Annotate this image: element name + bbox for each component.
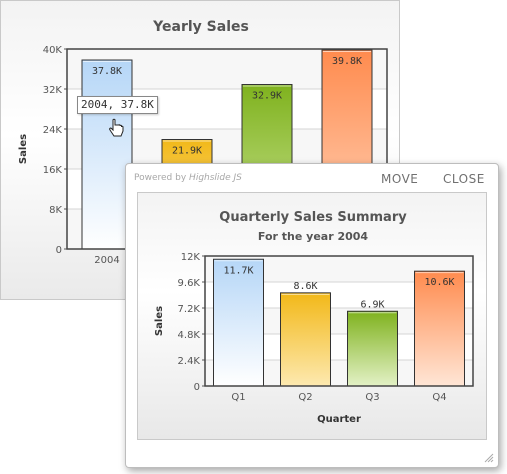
yearly-chart-title: Yearly Sales: [153, 19, 249, 35]
quarterly-sales-chart-panel: Quarterly Sales Summary For the year 200…: [137, 192, 487, 440]
data-label: 32.9K: [252, 91, 282, 102]
data-label: 10.6K: [424, 277, 454, 288]
data-label: 21.9K: [172, 146, 202, 157]
powered-by-text: Powered by Highslide JS: [134, 173, 242, 183]
close-button[interactable]: CLOSE: [443, 172, 485, 186]
quarterly-chart-title: Quarterly Sales Summary: [219, 210, 407, 225]
data-label: 6.9K: [360, 299, 384, 310]
quarterly-chart-subtitle: For the year 2004: [257, 230, 369, 243]
highslide-popup[interactable]: Powered by Highslide JS MOVE CLOSE Quart…: [125, 163, 499, 468]
resize-grip-icon[interactable]: [482, 451, 494, 463]
bar-Q4[interactable]: [414, 270, 465, 387]
data-label: 8.6K: [293, 281, 317, 292]
x-tick-label: 2004: [94, 255, 119, 266]
bar-Q3[interactable]: [347, 310, 398, 387]
x-tick-label: Q3: [365, 392, 379, 403]
x-tick-label: Q4: [432, 392, 446, 403]
bar-Q1[interactable]: [213, 258, 264, 387]
x-axis-label: Quarter: [317, 414, 361, 425]
x-tick-label: Q1: [231, 392, 245, 403]
y-tick-label: 40K: [43, 45, 63, 56]
quarterly-chart-svg: 0 2.4K 4.8K 7.2K 9.6K 12K 11.7K Q1 8.6K Q2 6.9K Q3 1…: [154, 252, 474, 425]
powered-by-brand-link[interactable]: Highslide JS: [189, 173, 242, 183]
y-axis-label: Sales: [154, 306, 165, 336]
y-tick-label: 8K: [49, 205, 62, 216]
y-tick-label: 0: [56, 245, 62, 256]
y-tick-label: 16K: [43, 165, 63, 176]
y-tick-label: 9.6K: [178, 278, 201, 289]
y-tick-label: 32K: [43, 85, 63, 96]
plot-border: [204, 255, 474, 387]
move-button[interactable]: MOVE: [381, 172, 419, 186]
data-label: 11.7K: [223, 265, 253, 276]
bar-2004[interactable]: [81, 59, 133, 250]
data-label: 37.8K: [92, 66, 122, 77]
y-tick-label: 0: [194, 382, 200, 393]
chart-tooltip: 2004, 37.8K: [77, 96, 158, 114]
x-tick-label: Q2: [298, 392, 312, 403]
data-label: 39.8K: [332, 56, 362, 67]
bar-Q2[interactable]: [280, 292, 331, 387]
powered-by-label: Powered by: [134, 173, 187, 183]
y-tick-label: 24K: [43, 125, 63, 136]
y-tick-label: 2.4K: [178, 356, 201, 367]
popup-header[interactable]: Powered by Highslide JS MOVE CLOSE: [126, 164, 498, 192]
y-tick-label: 4.8K: [178, 330, 201, 341]
hand-pointer-icon: [109, 118, 124, 137]
y-axis-label: Sales: [18, 134, 29, 164]
y-tick-label: 7.2K: [178, 304, 201, 315]
y-tick-label: 12K: [181, 252, 201, 263]
